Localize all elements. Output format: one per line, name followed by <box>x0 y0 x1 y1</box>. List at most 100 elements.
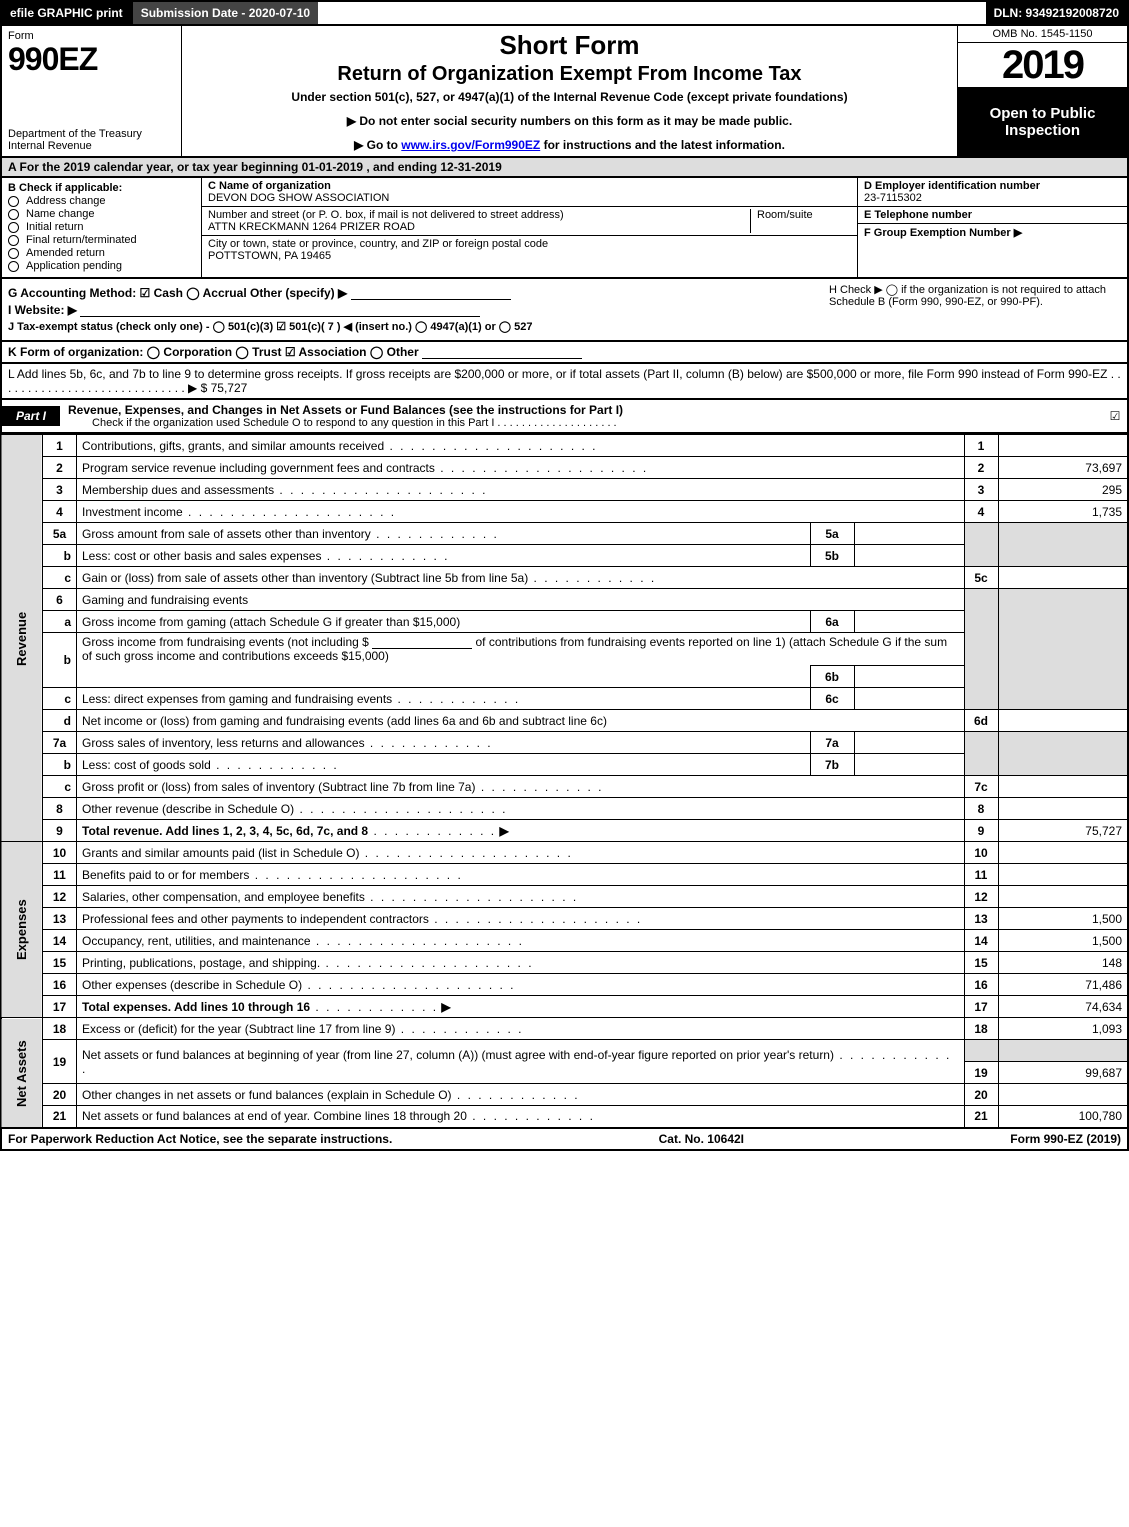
header-right: OMB No. 1545-1150 2019 Open to Public In… <box>957 26 1127 156</box>
shadev-5 <box>998 523 1128 567</box>
footer-left: For Paperwork Reduction Act Notice, see … <box>8 1132 392 1146</box>
ln-2: 2 <box>43 457 77 479</box>
website-field[interactable] <box>80 303 480 317</box>
d-19: Net assets or fund balances at beginning… <box>82 1048 951 1076</box>
mv-6c[interactable] <box>854 688 964 710</box>
cb-initial-return[interactable] <box>8 222 19 233</box>
b-item-0: Address change <box>26 195 106 207</box>
shadev-6 <box>998 589 1128 710</box>
ln-12: 12 <box>43 886 77 908</box>
n-5c: 5c <box>964 567 998 589</box>
tax-year: 2019 <box>958 43 1127 87</box>
n-16: 16 <box>964 974 998 996</box>
b-item-5: Application pending <box>26 260 122 272</box>
mv-7b[interactable] <box>854 754 964 776</box>
ln-8: 8 <box>43 798 77 820</box>
shade-7 <box>964 732 998 776</box>
n-2: 2 <box>964 457 998 479</box>
ln-6c: c <box>43 688 77 710</box>
v-14: 1,500 <box>998 930 1128 952</box>
section-b: B Check if applicable: Address change Na… <box>2 178 202 277</box>
ln-6d: d <box>43 710 77 732</box>
n-1: 1 <box>964 435 998 457</box>
under-section: Under section 501(c), 527, or 4947(a)(1)… <box>190 90 949 104</box>
mv-7a[interactable] <box>854 732 964 754</box>
cb-address-change[interactable] <box>8 196 19 207</box>
shadev-19 <box>998 1040 1128 1062</box>
ln-16: 16 <box>43 974 77 996</box>
spacer <box>318 2 985 24</box>
d-7a: Gross sales of inventory, less returns a… <box>82 736 493 750</box>
return-title: Return of Organization Exempt From Incom… <box>190 63 949 86</box>
m-7a: 7a <box>810 732 854 754</box>
ln-18: 18 <box>43 1018 77 1040</box>
shadev-7 <box>998 732 1128 776</box>
d-3: Membership dues and assessments <box>82 483 487 497</box>
mv-6b[interactable] <box>854 666 964 688</box>
d-6a: Gross income from gaming (attach Schedul… <box>77 611 811 633</box>
b-item-1: Name change <box>26 208 95 220</box>
v-12 <box>998 886 1128 908</box>
c-label: C Name of organization <box>208 180 331 192</box>
j-line: J Tax-exempt status (check only one) - ◯… <box>8 321 533 333</box>
v-5c <box>998 567 1128 589</box>
n-19: 19 <box>964 1062 998 1084</box>
g-other-field[interactable] <box>351 286 511 300</box>
d-11: Benefits paid to or for members <box>82 868 463 882</box>
bullet-2: ▶ Go to www.irs.gov/Form990EZ for instru… <box>190 138 949 152</box>
mv-5b[interactable] <box>854 545 964 567</box>
b2-post: for instructions and the latest informat… <box>540 138 785 152</box>
d-20: Other changes in net assets or fund bala… <box>82 1088 580 1102</box>
bullet-1: ▶ Do not enter social security numbers o… <box>190 114 949 128</box>
d-9: Total revenue. Add lines 1, 2, 3, 4, 5c,… <box>82 824 368 838</box>
k-other-field[interactable] <box>422 345 582 359</box>
v-2: 73,697 <box>998 457 1128 479</box>
n-3: 3 <box>964 479 998 501</box>
footer-mid: Cat. No. 10642I <box>659 1132 744 1146</box>
v-13: 1,500 <box>998 908 1128 930</box>
efile-print[interactable]: efile GRAPHIC print <box>2 2 131 24</box>
cb-amended[interactable] <box>8 248 19 259</box>
cb-final-return[interactable] <box>8 235 19 246</box>
submission-date: Submission Date - 2020-07-10 <box>131 2 318 24</box>
m-5b: 5b <box>810 545 854 567</box>
v-8 <box>998 798 1128 820</box>
v-9: 75,727 <box>998 820 1128 842</box>
cb-name-change[interactable] <box>8 209 19 220</box>
part1-sub: Check if the organization used Schedule … <box>68 417 1095 429</box>
v-20 <box>998 1084 1128 1106</box>
d-6c: Less: direct expenses from gaming and fu… <box>82 692 520 706</box>
vtab-expenses: Expenses <box>1 842 43 1018</box>
k-text: K Form of organization: ◯ Corporation ◯ … <box>8 345 419 359</box>
ln-11: 11 <box>43 864 77 886</box>
n-9: 9 <box>964 820 998 842</box>
ln-5a: 5a <box>43 523 77 545</box>
mv-6a[interactable] <box>854 611 964 633</box>
ln-6: 6 <box>43 589 77 611</box>
addr-label: Number and street (or P. O. box, if mail… <box>208 209 564 221</box>
ln-4: 4 <box>43 501 77 523</box>
cb-pending[interactable] <box>8 261 19 272</box>
ln-15: 15 <box>43 952 77 974</box>
department: Department of the Treasury Internal Reve… <box>8 128 175 152</box>
ln-5c: c <box>43 567 77 589</box>
e-label: E Telephone number <box>864 209 972 221</box>
b2-pre: ▶ Go to <box>354 138 401 152</box>
part1-checkbox[interactable]: ☑ <box>1103 409 1127 423</box>
shade-5 <box>964 523 998 567</box>
section-def: D Employer identification number 23-7115… <box>857 178 1127 277</box>
d-5b: Less: cost or other basis and sales expe… <box>82 549 449 563</box>
n-21: 21 <box>964 1106 998 1128</box>
omb-number: OMB No. 1545-1150 <box>958 26 1127 43</box>
d-18: Excess or (deficit) for the year (Subtra… <box>82 1022 523 1036</box>
irs-link[interactable]: www.irs.gov/Form990EZ <box>401 138 540 152</box>
n-4: 4 <box>964 501 998 523</box>
room-label: Room/suite <box>751 209 851 233</box>
m-5a: 5a <box>810 523 854 545</box>
short-form-title: Short Form <box>190 30 949 61</box>
n-17: 17 <box>964 996 998 1018</box>
mv-5a[interactable] <box>854 523 964 545</box>
d-4: Investment income <box>82 505 396 519</box>
6b-amount-field[interactable] <box>372 635 472 649</box>
m-6c: 6c <box>810 688 854 710</box>
